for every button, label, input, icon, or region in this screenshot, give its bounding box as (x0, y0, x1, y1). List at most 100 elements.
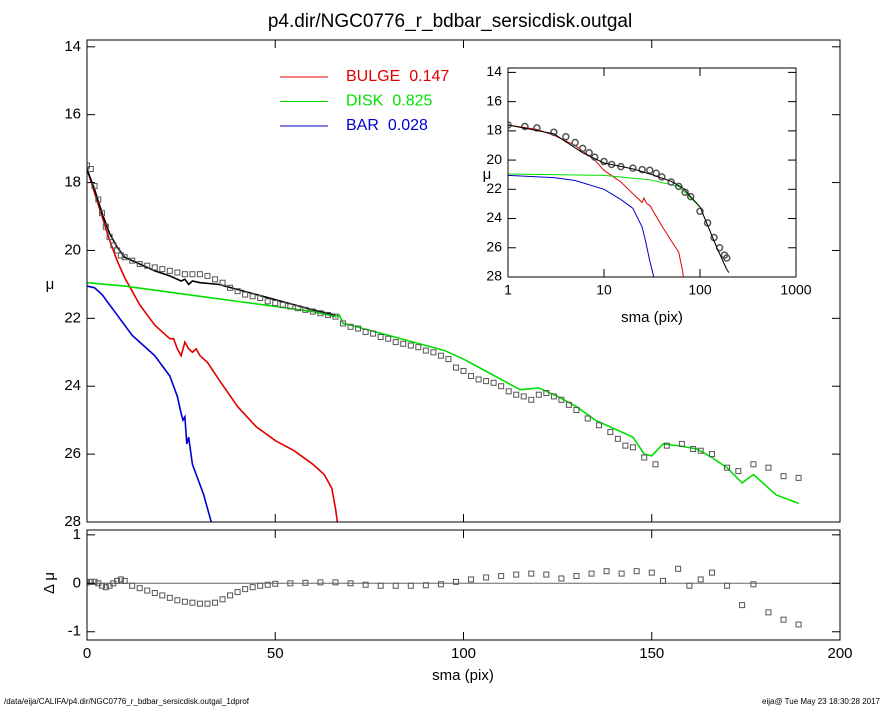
data-point (95, 196, 102, 203)
data-point (287, 303, 294, 310)
data-point (578, 144, 587, 153)
data-point (660, 577, 667, 584)
data-point (196, 600, 203, 607)
data-point (573, 406, 580, 413)
data-point (674, 182, 683, 191)
legend-fraction: 0.147 (409, 68, 449, 85)
data-point (174, 597, 181, 604)
x-axis-label: sma (pix) (621, 309, 683, 326)
data-point (166, 267, 173, 274)
data-point (347, 580, 354, 587)
data-point (144, 587, 151, 594)
data-point (219, 596, 226, 603)
plot-area (87, 162, 802, 522)
data-point (697, 447, 704, 454)
data-point (633, 568, 640, 575)
plot-area (87, 565, 840, 628)
data-point (422, 347, 429, 354)
data-point (696, 207, 704, 215)
data-point (87, 578, 94, 585)
data-point (543, 571, 550, 578)
data-point (347, 323, 354, 330)
data-point (681, 188, 689, 196)
data-point (697, 576, 704, 583)
y-tick-label: 22 (64, 309, 81, 326)
data-point (264, 298, 271, 305)
data-point (370, 330, 377, 337)
chart-title: p4.dir/NGC0776_r_bdbar_sersicdisk.outgal (268, 11, 632, 32)
data-point (136, 261, 143, 268)
data-point (795, 621, 802, 628)
panel-frame (507, 67, 797, 278)
data-point (641, 454, 648, 461)
y-tick-label: 14 (486, 63, 502, 79)
x-axis-label: sma (pix) (432, 667, 494, 684)
data-point (317, 579, 324, 586)
data-point (234, 589, 241, 596)
data-point (513, 571, 520, 578)
data-point (117, 252, 124, 259)
legend-label: DISK (346, 93, 384, 110)
x-tick-label: 100 (688, 282, 712, 298)
y-axis-label: Δ μ (41, 572, 58, 594)
data-point (212, 599, 219, 606)
x-tick-label: 50 (267, 645, 284, 662)
data-point (279, 301, 286, 308)
x-tick-label: 150 (639, 645, 664, 662)
data-point (483, 378, 490, 385)
series-line (508, 124, 684, 277)
data-point (117, 576, 124, 583)
data-point (603, 568, 610, 575)
data-point (543, 390, 550, 397)
y-tick-label: 28 (486, 268, 502, 284)
data-point (99, 582, 106, 589)
data-point (294, 305, 301, 312)
data-point (584, 415, 591, 422)
data-point (129, 582, 136, 589)
data-point (475, 376, 482, 383)
data-point (110, 242, 117, 249)
y-tick-label: 26 (486, 238, 502, 254)
data-point (302, 579, 309, 586)
data-point (607, 429, 614, 436)
data-point (189, 599, 196, 606)
data-point (765, 609, 772, 616)
data-point (415, 344, 422, 351)
data-point (317, 310, 324, 317)
y-tick-label: 24 (64, 377, 81, 394)
data-point (392, 339, 399, 346)
data-point (724, 582, 731, 589)
data-point (437, 352, 444, 359)
footer-right: eija@ Tue May 23 18:30:28 2017 (762, 697, 881, 706)
data-point (452, 364, 459, 371)
data-point (562, 132, 570, 141)
data-point (212, 276, 219, 283)
data-point (189, 271, 196, 278)
data-point (407, 582, 414, 589)
panel-frame (86, 39, 841, 523)
legend-fraction: 0.825 (392, 93, 432, 110)
data-point (750, 461, 757, 468)
y-tick-label: -1 (68, 623, 81, 640)
data-point (780, 473, 787, 480)
y-tick-label: 16 (64, 106, 81, 123)
series-line (87, 168, 339, 522)
data-point (765, 464, 772, 471)
data-point (242, 586, 249, 593)
data-point (287, 580, 294, 587)
x-tick-label: 10 (596, 282, 612, 298)
data-point (723, 254, 731, 262)
legend-fraction: 0.028 (388, 117, 428, 134)
x-tick-label: 1 (504, 282, 512, 298)
data-point (708, 569, 715, 576)
data-point (362, 328, 369, 335)
data-point (362, 581, 369, 588)
data-point (521, 122, 529, 131)
data-point (159, 592, 166, 599)
data-point (795, 474, 802, 481)
data-point (99, 210, 106, 217)
data-point (648, 569, 655, 576)
data-point (407, 342, 414, 349)
x-tick-label: 200 (827, 645, 852, 662)
